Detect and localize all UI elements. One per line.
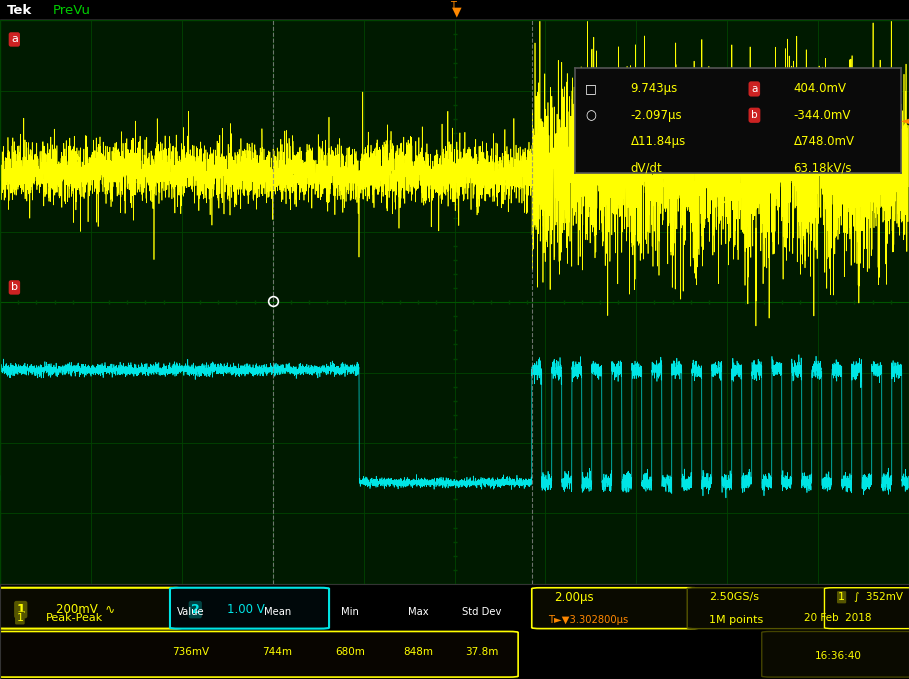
Text: Tek: Tek xyxy=(7,3,33,17)
Text: 63.18kV/s: 63.18kV/s xyxy=(794,162,852,175)
Text: -2.097μs: -2.097μs xyxy=(631,109,683,122)
Text: Mean: Mean xyxy=(264,608,291,617)
Text: 2.00μs: 2.00μs xyxy=(554,591,594,604)
Text: ○: ○ xyxy=(585,109,596,122)
Text: Peak-Peak: Peak-Peak xyxy=(45,613,103,623)
Text: 736mV: 736mV xyxy=(173,647,209,657)
Text: □: □ xyxy=(585,82,597,96)
Text: 744m: 744m xyxy=(262,647,293,657)
FancyBboxPatch shape xyxy=(532,588,700,629)
Text: 9.743μs: 9.743μs xyxy=(631,82,678,96)
Text: ▼: ▼ xyxy=(452,5,461,18)
FancyBboxPatch shape xyxy=(170,588,329,629)
Text: Δ748.0mV: Δ748.0mV xyxy=(794,135,854,148)
Text: ◄: ◄ xyxy=(901,113,909,128)
Text: 1M points: 1M points xyxy=(709,615,764,625)
Text: a: a xyxy=(11,35,18,44)
Text: 200mV  ∿: 200mV ∿ xyxy=(56,603,115,616)
Text: ∫  352mV: ∫ 352mV xyxy=(854,592,904,602)
Text: a: a xyxy=(751,84,757,94)
FancyBboxPatch shape xyxy=(824,588,909,629)
FancyBboxPatch shape xyxy=(687,588,837,629)
Text: PreVu: PreVu xyxy=(53,3,91,17)
Text: 2.50GS/s: 2.50GS/s xyxy=(709,592,759,602)
FancyBboxPatch shape xyxy=(0,588,182,629)
Text: 1.00 V: 1.00 V xyxy=(227,603,265,616)
Text: Max: Max xyxy=(408,608,428,617)
Text: 16:36:40: 16:36:40 xyxy=(814,651,862,661)
Text: b: b xyxy=(751,110,758,120)
Text: 37.8m: 37.8m xyxy=(465,647,498,657)
Text: T: T xyxy=(450,1,455,11)
Text: 1: 1 xyxy=(16,613,24,623)
Text: T►▼3.302800μs: T►▼3.302800μs xyxy=(548,615,628,625)
Text: 848m: 848m xyxy=(403,647,434,657)
Text: Std Dev: Std Dev xyxy=(462,608,502,617)
Text: Δ11.84μs: Δ11.84μs xyxy=(631,135,686,148)
Text: -344.0mV: -344.0mV xyxy=(794,109,851,122)
Text: Min: Min xyxy=(341,608,359,617)
Text: dV/dt: dV/dt xyxy=(631,162,663,175)
Text: 404.0mV: 404.0mV xyxy=(794,82,846,96)
FancyBboxPatch shape xyxy=(762,631,909,677)
Text: 2: 2 xyxy=(191,603,200,616)
Text: Value: Value xyxy=(177,608,205,617)
Text: 1: 1 xyxy=(16,603,25,616)
FancyBboxPatch shape xyxy=(0,631,518,677)
Text: 1: 1 xyxy=(838,592,845,602)
Text: 20 Feb  2018: 20 Feb 2018 xyxy=(804,613,872,623)
Text: b: b xyxy=(11,282,18,293)
Text: 680m: 680m xyxy=(335,647,365,657)
